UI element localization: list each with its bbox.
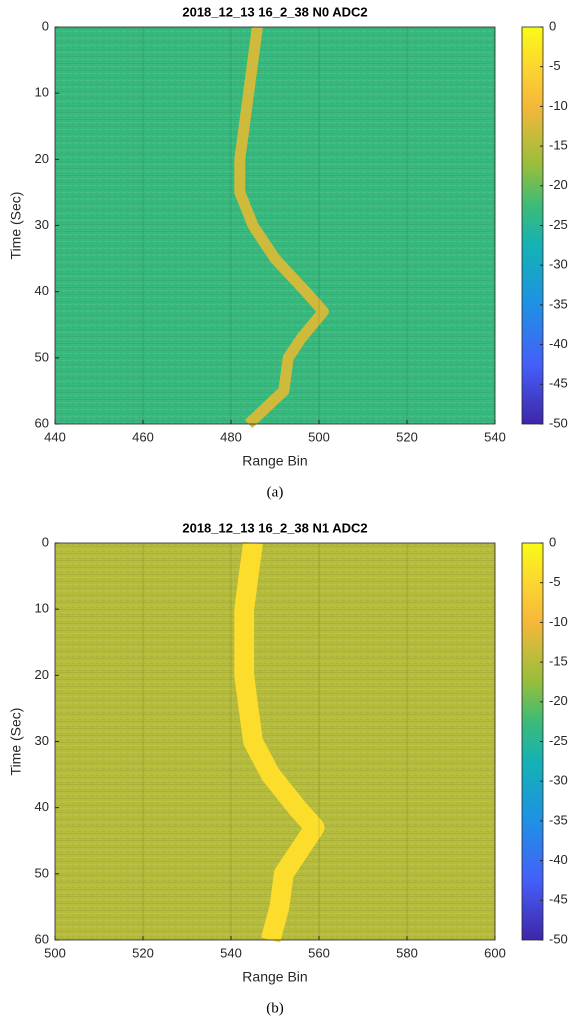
x-tick-label: 500 bbox=[44, 945, 66, 960]
x-tick-label: 460 bbox=[132, 429, 154, 444]
colorbar-tick-label: -40 bbox=[549, 852, 568, 867]
plot-frame bbox=[54, 542, 496, 941]
x-tick-label: 540 bbox=[484, 429, 506, 444]
x-tick-label: 440 bbox=[44, 429, 66, 444]
y-tick-label: 40 bbox=[35, 283, 49, 298]
y-tick-label: 40 bbox=[35, 799, 49, 814]
plot-frame bbox=[54, 26, 496, 425]
colorbar-tick-label: -45 bbox=[549, 892, 568, 907]
colorbar-tick-label: -30 bbox=[549, 257, 568, 272]
figure-caption: (a) bbox=[267, 484, 284, 500]
colorbar-tick-label: -35 bbox=[549, 296, 568, 311]
y-tick-label: 20 bbox=[35, 151, 49, 166]
colorbar-tick-label: -20 bbox=[549, 177, 568, 192]
y-tick-label: 30 bbox=[35, 733, 49, 748]
colorbar-tick-label: -45 bbox=[549, 376, 568, 391]
colorbar-tick-label: -40 bbox=[549, 336, 568, 351]
x-axis-label: Range Bin bbox=[242, 969, 307, 985]
y-tick-label: 60 bbox=[35, 931, 49, 946]
y-tick-label: 50 bbox=[35, 349, 49, 364]
colorbar-tick-label: -50 bbox=[549, 415, 568, 430]
y-tick-label: 0 bbox=[42, 534, 49, 549]
colorbar-tick-label: -10 bbox=[549, 98, 568, 113]
colorbar-tick-label: -25 bbox=[549, 217, 568, 232]
y-tick-label: 20 bbox=[35, 667, 49, 682]
ridge bbox=[234, 541, 325, 943]
x-tick-label: 540 bbox=[220, 945, 242, 960]
x-tick-label: 520 bbox=[396, 429, 418, 444]
heatmap-texture bbox=[55, 27, 495, 424]
x-axis-label: Range Bin bbox=[242, 453, 307, 469]
colorbar-tick-label: -20 bbox=[549, 693, 568, 708]
colorbar bbox=[521, 26, 544, 425]
colorbar-tick-label: 0 bbox=[549, 534, 556, 549]
x-tick-label: 580 bbox=[396, 945, 418, 960]
colorbar-tick-label: -50 bbox=[549, 931, 568, 946]
colorbar-tick-label: -5 bbox=[549, 58, 561, 73]
y-axis-label: Time (Sec) bbox=[8, 192, 24, 260]
colorbar-tick-label: -35 bbox=[549, 812, 568, 827]
ridge bbox=[234, 26, 329, 429]
figure-caption: (b) bbox=[266, 1000, 284, 1016]
colorbar-tick-label: -15 bbox=[549, 138, 568, 153]
y-tick-label: 50 bbox=[35, 865, 49, 880]
colorbar-tick-label: -10 bbox=[549, 614, 568, 629]
y-tick-label: 30 bbox=[35, 217, 49, 232]
x-tick-label: 500 bbox=[308, 429, 330, 444]
colorbar-tick-label: 0 bbox=[549, 18, 556, 33]
y-tick-label: 10 bbox=[35, 85, 49, 100]
colorbar-tick-label: -30 bbox=[549, 773, 568, 788]
chart-title: 2018_12_13 16_2_38 N0 ADC2 bbox=[182, 4, 367, 19]
colorbar-tick-label: -5 bbox=[549, 574, 561, 589]
colorbar-tick-label: -15 bbox=[549, 654, 568, 669]
y-axis-label: Time (Sec) bbox=[8, 708, 24, 776]
colorbar-tick-label: -25 bbox=[549, 733, 568, 748]
chart-title: 2018_12_13 16_2_38 N1 ADC2 bbox=[182, 520, 367, 535]
y-tick-label: 10 bbox=[35, 601, 49, 616]
x-tick-label: 480 bbox=[220, 429, 242, 444]
x-tick-label: 600 bbox=[484, 945, 506, 960]
colorbar bbox=[521, 542, 544, 941]
x-tick-label: 560 bbox=[308, 945, 330, 960]
y-tick-label: 0 bbox=[42, 18, 49, 33]
x-tick-label: 520 bbox=[132, 945, 154, 960]
y-tick-label: 60 bbox=[35, 415, 49, 430]
